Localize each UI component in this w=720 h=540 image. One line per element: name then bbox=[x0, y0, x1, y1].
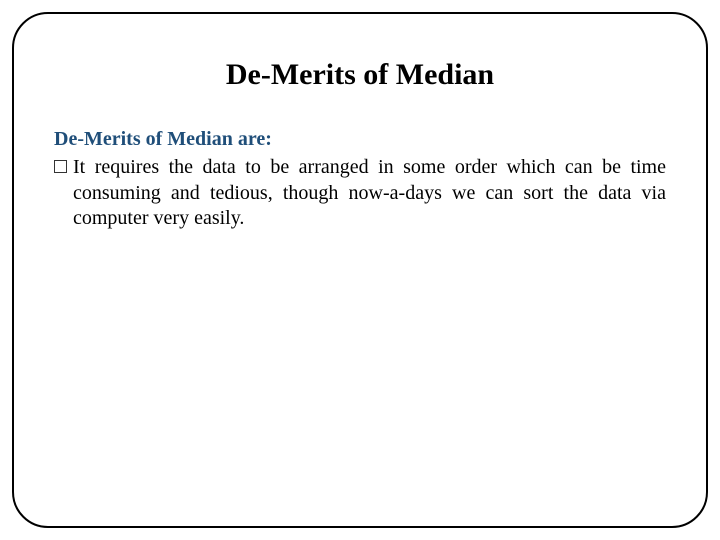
subheading: De-Merits of Median are: bbox=[54, 128, 666, 151]
bullet-text: It requires the data to be arranged in s… bbox=[73, 155, 666, 232]
square-bullet-icon bbox=[54, 160, 67, 173]
bullet-item: It requires the data to be arranged in s… bbox=[54, 155, 666, 232]
slide-frame: De-Merits of Median De-Merits of Median … bbox=[12, 12, 708, 528]
slide-title: De-Merits of Median bbox=[54, 58, 666, 92]
